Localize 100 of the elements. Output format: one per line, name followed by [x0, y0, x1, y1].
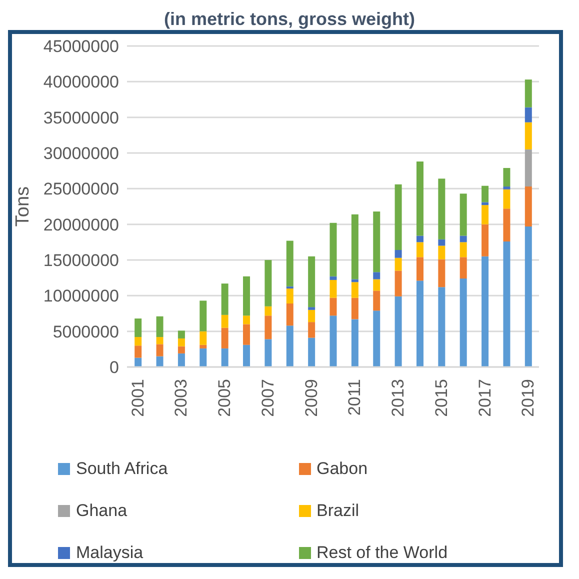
y-tick-label: 10000000: [43, 286, 119, 306]
bar: [330, 316, 337, 367]
bar: [308, 256, 316, 308]
bar: [330, 280, 337, 298]
bar: [460, 242, 467, 258]
y-tick-label: 35000000: [43, 108, 119, 128]
y-tick-label: 20000000: [43, 215, 119, 234]
bar: [243, 344, 250, 367]
x-tick-label: 2019: [518, 379, 538, 417]
bar: [330, 276, 337, 280]
bar: [394, 296, 402, 367]
bar: [503, 208, 510, 242]
bar: [460, 278, 467, 367]
x-tick-label: 2005: [215, 379, 234, 417]
bar: [438, 178, 446, 240]
bar: [178, 346, 185, 354]
bar: [503, 168, 510, 187]
bar: [200, 344, 207, 348]
x-tick-label: 2017: [475, 379, 494, 417]
bar: [243, 324, 250, 345]
bar: [460, 236, 467, 242]
bar: [460, 194, 467, 236]
y-axis-title: Tons: [12, 186, 34, 227]
bar: [200, 348, 207, 367]
bar: [373, 279, 380, 291]
bar: [156, 316, 164, 338]
bar: [134, 318, 142, 338]
bar: [178, 353, 185, 367]
x-tick-label: 2009: [302, 379, 321, 417]
bar: [178, 338, 185, 346]
bar: [351, 298, 358, 320]
bar: [482, 256, 489, 367]
bar: [373, 211, 380, 272]
bar: [286, 286, 294, 289]
bar: [438, 239, 446, 246]
bar: [438, 287, 446, 367]
bar: [221, 348, 228, 367]
y-tick-label: 15000000: [43, 251, 119, 270]
legend-label: Brazil: [316, 501, 360, 521]
bar: [286, 288, 294, 304]
bar: [503, 241, 510, 367]
bar: [503, 186, 510, 190]
bar: [394, 258, 402, 271]
bar: [156, 356, 164, 367]
bar: [524, 80, 532, 108]
bar: [351, 282, 358, 298]
x-tick-label: 2015: [432, 379, 451, 417]
y-tick-label: 25000000: [43, 180, 119, 199]
bar: [373, 310, 380, 367]
bar: [200, 300, 207, 332]
bar: [482, 202, 489, 206]
bar: [156, 337, 164, 344]
bar: [243, 276, 250, 316]
bar: [460, 257, 467, 279]
legend-label: Gabon: [316, 459, 368, 479]
y-tick-label: 30000000: [43, 144, 119, 164]
bar: [134, 358, 142, 367]
y-tick-label: 0: [110, 358, 119, 378]
y-tick-label: 5000000: [52, 322, 119, 342]
bar: [482, 205, 489, 224]
x-tick-label: 2001: [128, 379, 148, 417]
bar: [416, 280, 424, 367]
bar: [156, 344, 164, 356]
bar: [264, 316, 272, 340]
x-tick-label: 2007: [258, 379, 278, 417]
bar: [373, 290, 380, 311]
bar: [264, 260, 272, 306]
x-tick-label: 2003: [172, 379, 191, 417]
bar: [134, 337, 142, 346]
bar: [394, 250, 402, 258]
legend-label: Rest of the World: [316, 543, 448, 563]
bar: [524, 149, 532, 187]
bar: [221, 328, 228, 348]
bar: [351, 319, 358, 367]
bar: [134, 346, 142, 358]
bar: [286, 326, 294, 367]
bar: [416, 242, 424, 258]
bar: [416, 236, 424, 242]
bar: [308, 338, 316, 367]
legend-label: Ghana: [76, 501, 128, 521]
bar: [416, 162, 424, 236]
x-tick-label: 2011: [345, 379, 364, 416]
bar: [264, 339, 272, 367]
bar: [373, 272, 380, 280]
bar: [286, 240, 294, 286]
bar: [394, 184, 402, 250]
legend-label: Malaysia: [76, 543, 144, 563]
bar: [503, 189, 510, 209]
bar: [308, 310, 316, 322]
bar: [221, 314, 228, 328]
bar: [438, 246, 446, 260]
bar: [482, 186, 489, 202]
bar: [221, 284, 228, 315]
y-tick-label: 40000000: [43, 72, 119, 92]
bar: [330, 298, 337, 316]
bar: [416, 257, 424, 281]
bar: [264, 306, 272, 316]
bar: [394, 270, 402, 296]
bar: [330, 222, 337, 276]
bar: [308, 322, 316, 338]
